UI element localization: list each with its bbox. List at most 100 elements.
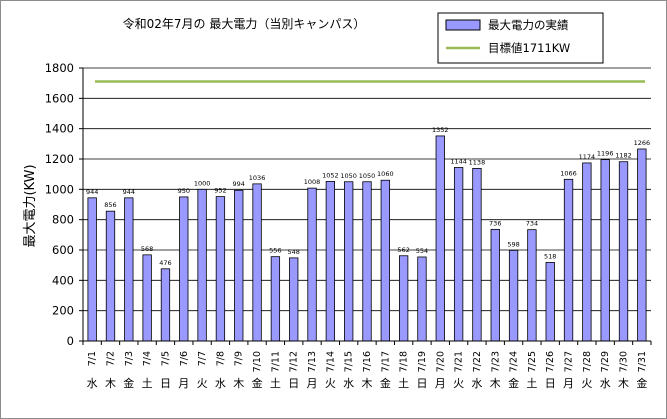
y-axis-label: 最大電力(KW) (23, 164, 38, 247)
y-tick-label: 800 (52, 213, 74, 227)
data-label: 1144 (450, 157, 467, 165)
bar (197, 188, 207, 342)
bar (289, 257, 299, 342)
legend-label-target: 目標値1711KW (488, 41, 570, 55)
x-tick-label: 7/9 (234, 351, 245, 366)
data-label: 1036 (249, 174, 266, 182)
x-tick-label: 7/4 (142, 351, 153, 366)
data-label: 1182 (615, 152, 632, 160)
weekday-label: 水 (343, 377, 354, 390)
x-tick-label: 7/10 (252, 351, 263, 372)
weekday-label: 月 (178, 377, 189, 390)
data-label: 1060 (377, 170, 394, 178)
bar (472, 168, 482, 342)
y-tick-label: 0 (67, 334, 74, 348)
weekday-label: 月 (435, 377, 446, 390)
data-label: 598 (507, 240, 519, 248)
x-tick-label: 7/26 (545, 351, 556, 372)
y-axis-ticks: 0 200 400 600 800 1000 1200 1400 1600 1800 (45, 61, 83, 348)
weekday-label: 月 (563, 377, 574, 390)
data-label: 568 (141, 245, 153, 253)
weekday-label: 水 (471, 377, 482, 390)
bar (87, 197, 97, 342)
data-label: 1052 (322, 171, 339, 179)
weekday-label: 木 (362, 377, 373, 390)
x-tick-label: 7/15 (344, 351, 355, 372)
weekday-label: 日 (416, 377, 427, 390)
x-tick-label: 7/16 (362, 351, 373, 372)
data-label: 994 (233, 180, 245, 188)
x-tick-label: 7/13 (307, 351, 318, 372)
x-tick-label: 7/24 (509, 351, 520, 372)
data-label: 734 (526, 220, 538, 228)
x-tick-label: 7/3 (124, 351, 135, 366)
bar (215, 196, 226, 342)
weekday-label: 火 (581, 377, 592, 390)
x-tick-label: 7/21 (454, 351, 465, 372)
bar (398, 255, 409, 342)
bar (270, 256, 281, 342)
bar (344, 181, 354, 342)
x-tick-label: 7/23 (490, 351, 501, 372)
y-tick-label: 1000 (45, 182, 74, 196)
weekday-label: 木 (618, 377, 629, 390)
bar (508, 249, 519, 342)
data-label: 1008 (304, 178, 321, 186)
bar (252, 183, 262, 342)
data-label: 1266 (634, 139, 651, 147)
weekday-label: 金 (636, 376, 647, 390)
x-tick-label: 7/6 (179, 351, 190, 366)
bar (234, 189, 244, 342)
bar (142, 254, 152, 342)
weekday-label: 水 (215, 377, 226, 390)
weekday-label: 土 (142, 377, 153, 390)
x-tick-label: 7/8 (215, 351, 226, 366)
weekday-label: 金 (123, 376, 134, 390)
data-label: 950 (178, 187, 190, 195)
chart-title: 令和02年7月の 最大電力（当別キャンパス） (123, 16, 366, 31)
bar (124, 197, 134, 342)
data-label: 1066 (560, 169, 577, 177)
data-label: 518 (544, 252, 556, 260)
weekday-label: 水 (600, 377, 611, 390)
x-tick-label: 7/31 (637, 351, 648, 372)
bar (527, 229, 537, 342)
weekday-label: 金 (508, 376, 519, 390)
x-tick-label: 7/27 (564, 351, 575, 372)
weekday-label: 木 (233, 377, 244, 390)
weekday-label: 火 (197, 377, 208, 390)
data-label: 554 (416, 247, 428, 255)
x-tick-label: 7/7 (197, 351, 208, 366)
weekday-label: 月 (307, 377, 318, 390)
weekday-label: 金 (252, 376, 263, 390)
x-tick-label: 7/17 (380, 351, 391, 372)
bar (160, 268, 171, 342)
bar (380, 179, 390, 342)
data-label: 944 (123, 188, 135, 196)
weekday-label: 火 (325, 377, 336, 390)
x-tick-label: 7/19 (417, 351, 428, 372)
bar (545, 262, 555, 342)
y-tick-label: 1600 (45, 91, 74, 105)
bar (618, 161, 629, 342)
x-tick-label: 7/30 (619, 351, 630, 372)
x-tick-label: 7/5 (160, 351, 171, 366)
legend-label-actual: 最大電力の実績 (488, 18, 569, 32)
weekday-label: 木 (105, 377, 116, 390)
bar (637, 148, 647, 342)
x-tick-label: 7/29 (600, 351, 611, 372)
weekday-label: 木 (490, 377, 501, 390)
weekday-label: 土 (526, 377, 537, 390)
x-tick-label: 7/12 (289, 351, 300, 372)
x-tick-label: 7/28 (582, 351, 593, 372)
bar (435, 135, 445, 342)
data-label: 476 (159, 259, 171, 267)
bar (563, 178, 574, 342)
bar (179, 196, 189, 342)
data-label: 562 (397, 246, 409, 254)
x-tick-label: 7/25 (527, 351, 538, 372)
y-tick-label: 400 (52, 273, 74, 287)
